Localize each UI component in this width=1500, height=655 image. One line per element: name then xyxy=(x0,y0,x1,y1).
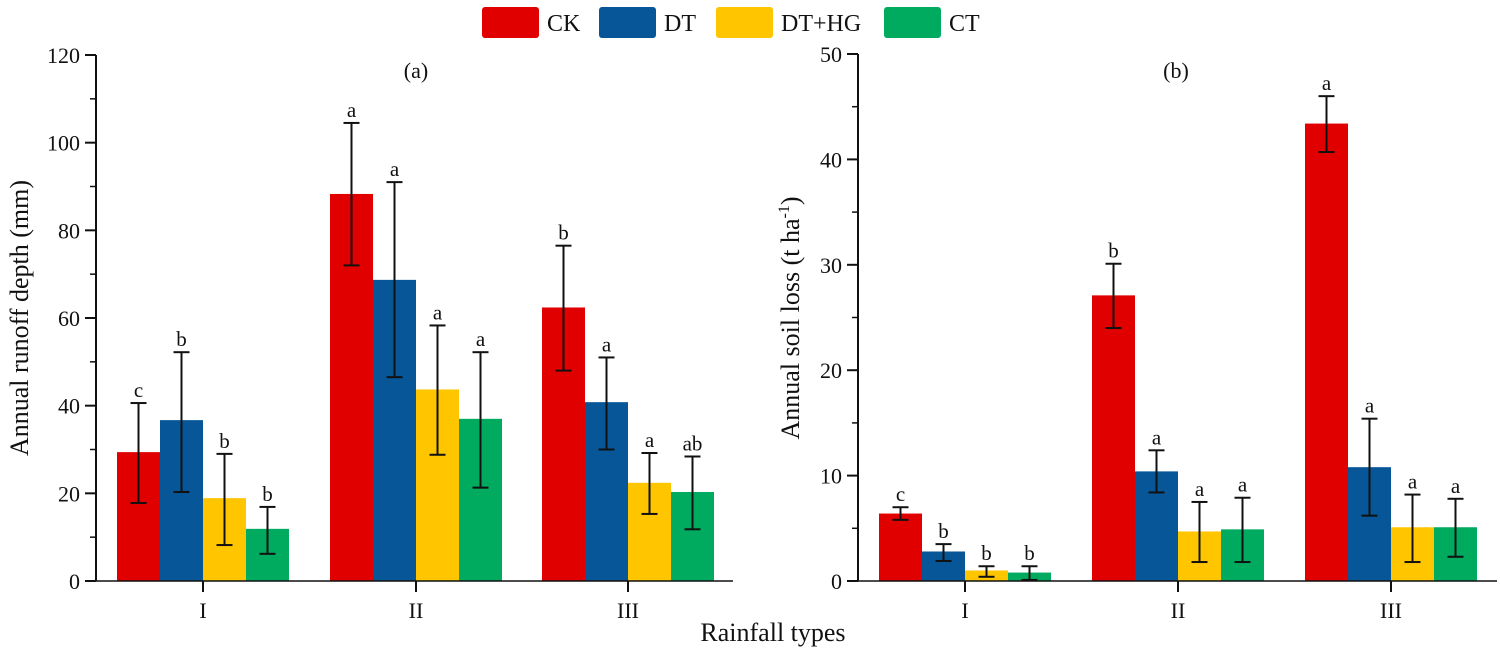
significance-label-ct-II: a xyxy=(1238,473,1248,497)
x-tick-label-I: I xyxy=(199,598,206,623)
y-tick-label-30: 30 xyxy=(820,253,842,278)
y-tick-label-40: 40 xyxy=(58,394,80,419)
legend-label-ck: CK xyxy=(547,11,581,37)
y-axis-title-superscript: -1 xyxy=(776,205,793,218)
significance-label-ct-I: b xyxy=(262,482,273,506)
y-tick-label-120: 120 xyxy=(47,43,80,68)
y-axis-title: Annual soil loss (t ha-1) xyxy=(776,197,805,440)
legend-swatch-ct xyxy=(884,7,941,38)
legend-label-dt: DT xyxy=(664,11,696,37)
panel-label: (a) xyxy=(404,58,428,83)
y-tick-label-40: 40 xyxy=(820,147,842,172)
legend-label-dt-hg: DT+HG xyxy=(781,11,861,37)
y-axis-title-text: Annual soil loss (t ha xyxy=(776,218,805,439)
x-tick-label-III: III xyxy=(1380,598,1402,623)
y-tick-label-60: 60 xyxy=(58,306,80,331)
significance-label-dt-III: a xyxy=(1365,394,1375,418)
y-tick-label-10: 10 xyxy=(820,464,842,489)
significance-label-dt-hg-III: a xyxy=(1408,470,1418,494)
significance-label-ck-I: c xyxy=(134,378,143,402)
significance-label-ck-II: a xyxy=(347,98,357,122)
y-tick-label-0: 0 xyxy=(69,569,80,594)
significance-label-dt-hg-II: a xyxy=(1195,477,1205,501)
y-tick-label-0: 0 xyxy=(831,569,842,594)
x-tick-label-I: I xyxy=(961,598,968,623)
significance-label-ck-III: a xyxy=(1322,71,1332,95)
significance-label-dt-II: a xyxy=(390,157,400,181)
y-tick-label-100: 100 xyxy=(47,131,80,156)
bar-ck-II xyxy=(1092,295,1135,581)
legend-swatch-ck xyxy=(482,7,539,38)
significance-label-dt-I: b xyxy=(176,327,187,351)
bar-ck-III xyxy=(1305,123,1348,582)
significance-label-ck-II: b xyxy=(1108,239,1119,263)
significance-label-dt-II: a xyxy=(1152,425,1162,449)
significance-label-dt-hg-III: a xyxy=(645,428,655,452)
significance-label-ct-III: ab xyxy=(683,432,703,456)
x-tick-label-III: III xyxy=(617,598,639,623)
y-tick-label-20: 20 xyxy=(58,481,80,506)
significance-label-dt-I: b xyxy=(938,519,949,543)
y-axis-title-text: Annual runoff depth (mm) xyxy=(5,180,34,456)
x-tick-label-II: II xyxy=(409,598,424,623)
legend: CK DT DT+HG CT xyxy=(482,7,980,38)
significance-label-dt-hg-I: b xyxy=(981,541,992,565)
x-tick-label-II: II xyxy=(1171,598,1186,623)
bar-ck-I xyxy=(879,513,922,581)
significance-label-dt-III: a xyxy=(602,332,612,356)
x-axis-title: Rainfall types xyxy=(700,618,845,647)
significance-label-ct-II: a xyxy=(476,327,486,351)
y-tick-label-50: 50 xyxy=(820,42,842,67)
legend-swatch-dt xyxy=(599,7,656,38)
legend-swatch-dt-hg xyxy=(716,7,773,38)
y-tick-label-80: 80 xyxy=(58,218,80,243)
significance-label-dt-hg-I: b xyxy=(219,429,230,453)
significance-label-ct-III: a xyxy=(1451,474,1461,498)
significance-label-ck-III: b xyxy=(558,221,569,245)
legend-label-ct: CT xyxy=(949,11,980,37)
significance-label-ct-I: b xyxy=(1024,541,1035,565)
y-axis-title: Annual runoff depth (mm) xyxy=(5,180,34,456)
y-axis-title-end: ) xyxy=(776,197,805,206)
significance-label-ck-I: c xyxy=(896,482,905,506)
panel-label: (b) xyxy=(1163,58,1189,83)
y-tick-label-20: 20 xyxy=(820,358,842,383)
significance-label-dt-hg-II: a xyxy=(433,300,443,324)
